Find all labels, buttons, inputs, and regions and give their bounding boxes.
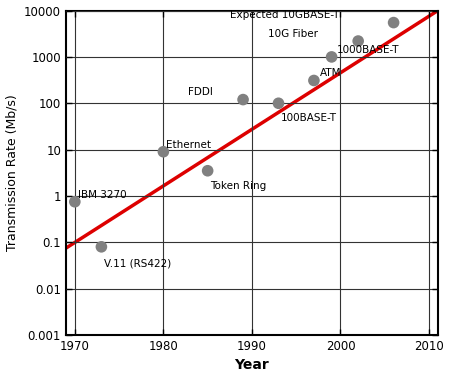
X-axis label: Year: Year <box>234 358 269 372</box>
Text: Ethernet: Ethernet <box>166 139 211 150</box>
Point <box>98 244 105 250</box>
Text: IBM 3270: IBM 3270 <box>77 190 126 200</box>
Point <box>328 54 335 60</box>
Text: 10G Fiber: 10G Fiber <box>268 29 318 39</box>
Point <box>160 149 167 155</box>
Text: Expected 10GBASE-T: Expected 10GBASE-T <box>230 11 339 20</box>
Point <box>390 20 397 26</box>
Text: 100BASE-T: 100BASE-T <box>281 113 337 123</box>
Point <box>71 199 78 205</box>
Point <box>355 38 362 44</box>
Y-axis label: Transmission Rate (Mb/s): Transmission Rate (Mb/s) <box>5 94 18 251</box>
Point <box>239 96 247 102</box>
Text: ATM: ATM <box>320 68 341 78</box>
Text: 1000BASE-T: 1000BASE-T <box>337 45 400 55</box>
Text: V.11 (RS422): V.11 (RS422) <box>104 258 171 268</box>
Text: FDDI: FDDI <box>188 87 212 98</box>
Point <box>275 100 282 106</box>
Point <box>310 77 318 84</box>
Text: Token Ring: Token Ring <box>211 181 267 191</box>
Point <box>204 168 211 174</box>
